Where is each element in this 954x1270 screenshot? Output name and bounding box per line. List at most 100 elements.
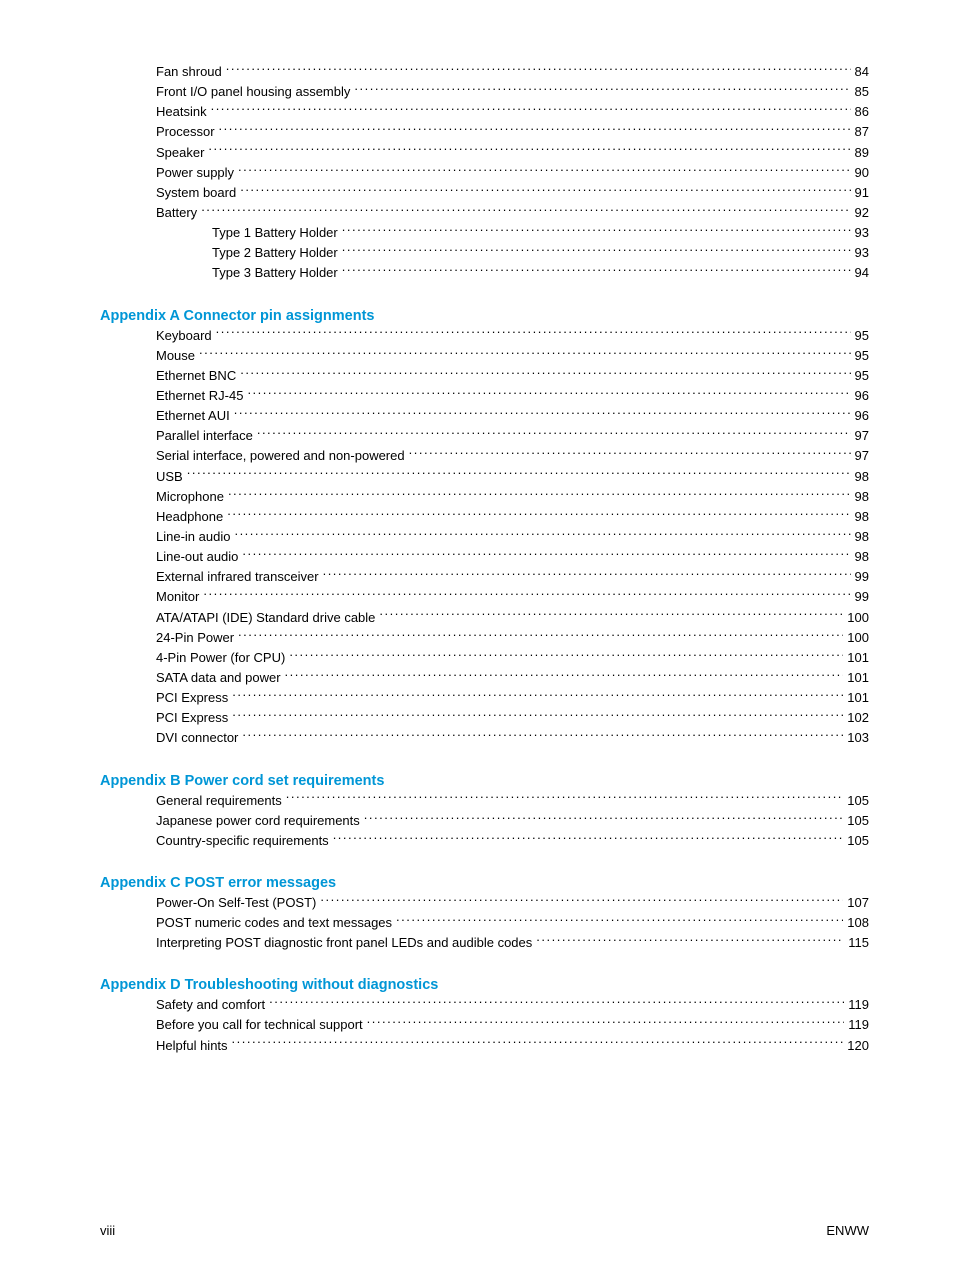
toc-entry-label: Power-On Self-Test (POST)	[156, 893, 316, 913]
toc-entry[interactable]: Power supply 90	[100, 163, 869, 183]
toc-entry[interactable]: Power-On Self-Test (POST) 107	[100, 893, 869, 913]
toc-entry[interactable]: Parallel interface 97	[100, 426, 869, 446]
section-heading-title: POST error messages	[181, 875, 337, 891]
toc-entry-label: SATA data and power	[156, 668, 281, 688]
toc-entry-page: 95	[855, 326, 869, 346]
toc-entry-page: 96	[855, 406, 869, 426]
toc-entry-page: 105	[847, 791, 869, 811]
toc-entry[interactable]: Country-specific requirements 105	[100, 831, 869, 851]
toc-entry-label: 4-Pin Power (for CPU)	[156, 648, 285, 668]
toc-entry[interactable]: Helpful hints 120	[100, 1036, 869, 1056]
toc-entry[interactable]: System board 91	[100, 183, 869, 203]
toc-entry[interactable]: Type 3 Battery Holder 94	[100, 263, 869, 283]
toc-entry-label: Heatsink	[156, 102, 207, 122]
toc-entry-page: 115	[848, 933, 869, 953]
toc-entry-label: Parallel interface	[156, 426, 253, 446]
toc-entry-page: 96	[855, 386, 869, 406]
toc-entry[interactable]: Ethernet AUI 96	[100, 406, 869, 426]
leader-dots	[342, 244, 851, 257]
toc-entry-page: 95	[855, 366, 869, 386]
toc-entry[interactable]: Line-out audio 98	[100, 547, 869, 567]
toc-entry[interactable]: Headphone 98	[100, 507, 869, 527]
leader-dots	[342, 224, 851, 237]
toc-entry[interactable]: Before you call for technical support 11…	[100, 1015, 869, 1035]
toc-entry[interactable]: POST numeric codes and text messages 108	[100, 913, 869, 933]
toc-entry[interactable]: Type 2 Battery Holder 93	[100, 243, 869, 263]
toc-entry[interactable]: Interpreting POST diagnostic front panel…	[100, 933, 869, 953]
toc-entry[interactable]: DVI connector 103	[100, 728, 869, 748]
toc-entry[interactable]: Processor 87	[100, 122, 869, 142]
toc-entry-label: Mouse	[156, 346, 195, 366]
toc-entry-page: 98	[855, 547, 869, 567]
leader-dots	[238, 629, 843, 642]
leader-dots	[323, 568, 851, 581]
toc-entry-page: 119	[848, 1015, 869, 1035]
toc-entry[interactable]: Line-in audio 98	[100, 527, 869, 547]
doc-region-code: ENWW	[826, 1223, 869, 1238]
toc-entry[interactable]: Keyboard 95	[100, 326, 869, 346]
toc-entry[interactable]: ATA/ATAPI (IDE) Standard drive cable 100	[100, 608, 869, 628]
toc-entry[interactable]: Ethernet BNC 95	[100, 366, 869, 386]
leader-dots	[227, 508, 850, 521]
toc-entry-page: 86	[855, 102, 869, 122]
toc-entry-label: Before you call for technical support	[156, 1015, 363, 1035]
toc-entry[interactable]: Microphone 98	[100, 487, 869, 507]
toc-entry[interactable]: Ethernet RJ-45 96	[100, 386, 869, 406]
toc-entry-label: POST numeric codes and text messages	[156, 913, 392, 933]
toc-entry[interactable]: Front I/O panel housing assembly 85	[100, 82, 869, 102]
toc-entry-page: 102	[847, 708, 869, 728]
toc-entry-page: 103	[847, 728, 869, 748]
toc-entry-label: Speaker	[156, 143, 204, 163]
toc-entry-label: PCI Express	[156, 708, 228, 728]
toc-entry[interactable]: Speaker 89	[100, 143, 869, 163]
toc-entry[interactable]: PCI Express 102	[100, 708, 869, 728]
toc-entry[interactable]: Type 1 Battery Holder 93	[100, 223, 869, 243]
toc-entry[interactable]: Japanese power cord requirements 105	[100, 811, 869, 831]
toc-entry-page: 105	[847, 831, 869, 851]
toc-entry[interactable]: General requirements 105	[100, 791, 869, 811]
toc-entry-label: PCI Express	[156, 688, 228, 708]
leader-dots	[367, 1016, 845, 1029]
toc-entry[interactable]: 4-Pin Power (for CPU) 101	[100, 648, 869, 668]
toc-entry[interactable]: Battery 92	[100, 203, 869, 223]
toc-entry-page: 93	[855, 243, 869, 263]
toc-entry[interactable]: Mouse 95	[100, 346, 869, 366]
toc-entry[interactable]: Serial interface, powered and non-powere…	[100, 446, 869, 466]
toc-entry-page: 101	[847, 668, 869, 688]
leader-dots	[247, 387, 850, 400]
toc-entry[interactable]: 24-Pin Power 100	[100, 628, 869, 648]
leader-dots	[289, 649, 843, 662]
toc-entry[interactable]: Safety and comfort 119	[100, 995, 869, 1015]
toc-entry[interactable]: Monitor 99	[100, 587, 869, 607]
toc-entry-page: 89	[855, 143, 869, 163]
leader-dots	[396, 914, 843, 927]
toc-entry[interactable]: Fan shroud 84	[100, 62, 869, 82]
toc-entry[interactable]: Heatsink 86	[100, 102, 869, 122]
toc-entry-page: 92	[855, 203, 869, 223]
toc-entry-label: Helpful hints	[156, 1036, 228, 1056]
leader-dots	[240, 184, 850, 197]
toc-entry-label: Safety and comfort	[156, 995, 265, 1015]
leader-dots	[409, 447, 851, 460]
section-heading-title: Troubleshooting without diagnostics	[181, 977, 439, 993]
toc-entry-page: 90	[855, 163, 869, 183]
toc-section: Fan shroud 84Front I/O panel housing ass…	[100, 62, 869, 284]
leader-dots	[234, 528, 850, 541]
toc-entry[interactable]: USB 98	[100, 467, 869, 487]
toc-entry[interactable]: External infrared transceiver 99	[100, 567, 869, 587]
toc-entry[interactable]: PCI Express 101	[100, 688, 869, 708]
leader-dots	[333, 832, 844, 845]
toc-entry-page: 101	[847, 688, 869, 708]
leader-dots	[187, 468, 851, 481]
toc-entry-label: Japanese power cord requirements	[156, 811, 360, 831]
leader-dots	[364, 812, 844, 825]
toc-entry-label: 24-Pin Power	[156, 628, 234, 648]
leader-dots	[536, 934, 844, 947]
toc-entry-page: 93	[855, 223, 869, 243]
toc-entry-label: ATA/ATAPI (IDE) Standard drive cable	[156, 608, 375, 628]
page-number-roman: viii	[100, 1223, 115, 1238]
toc-section: Appendix A Connector pin assignmentsKeyb…	[100, 308, 869, 749]
toc-entry-label: Type 2 Battery Holder	[212, 243, 338, 263]
toc-entry[interactable]: SATA data and power 101	[100, 668, 869, 688]
toc-section: Appendix D Troubleshooting without diagn…	[100, 977, 869, 1055]
